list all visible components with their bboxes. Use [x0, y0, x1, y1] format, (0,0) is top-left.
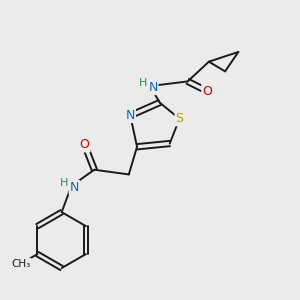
Text: H: H: [60, 178, 68, 188]
Text: S: S: [176, 112, 183, 125]
Text: O: O: [202, 85, 212, 98]
Text: N: N: [70, 181, 79, 194]
Text: N: N: [148, 81, 158, 94]
Text: CH₃: CH₃: [11, 259, 31, 269]
Text: O: O: [80, 139, 90, 152]
Text: H: H: [139, 78, 147, 88]
Text: N: N: [126, 109, 135, 122]
